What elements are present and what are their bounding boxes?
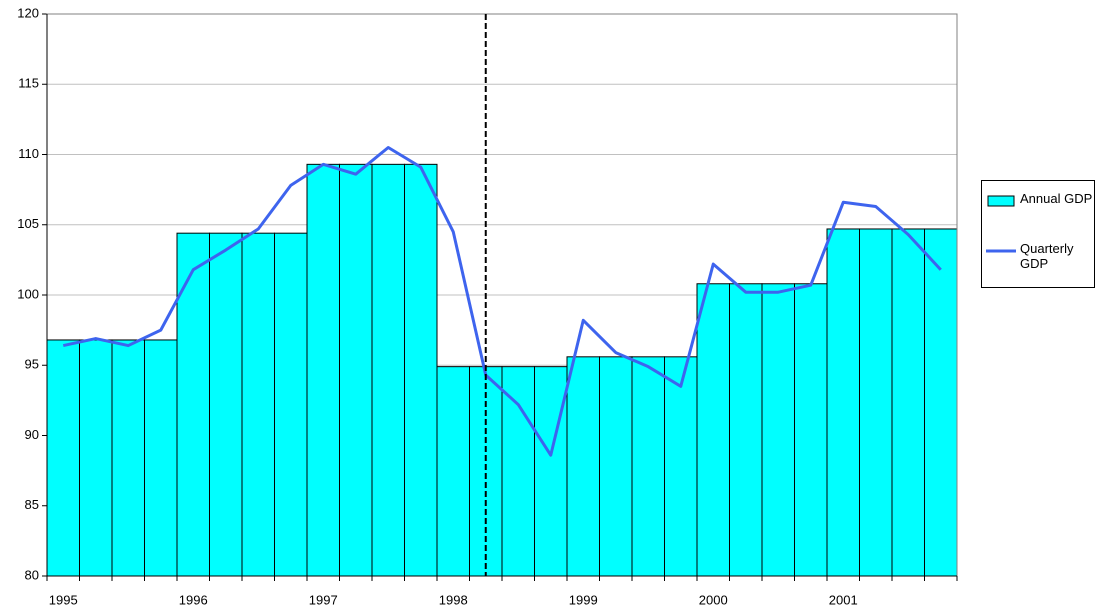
bar (371, 163, 405, 577)
y-tick-label: 95 (25, 357, 39, 372)
bar (826, 228, 860, 577)
y-tick-label: 100 (17, 286, 39, 301)
x-tick-label: 1999 (569, 592, 598, 607)
legend-label: Annual GDP (1020, 191, 1093, 206)
bar (241, 232, 275, 577)
bar (111, 339, 145, 577)
bar (436, 366, 470, 577)
bar (599, 356, 633, 577)
bar (631, 356, 665, 577)
bar (729, 283, 763, 577)
bar (794, 283, 828, 577)
bar (501, 366, 535, 577)
y-tick-label: 120 (17, 5, 39, 20)
legend: Annual GDP Quarterly GDP (981, 180, 1095, 288)
legend-swatch-bar (987, 195, 1015, 207)
bar (859, 228, 893, 577)
bar (144, 339, 178, 577)
legend-swatch (986, 249, 1016, 253)
bar (306, 163, 340, 577)
y-tick-label: 115 (18, 76, 39, 91)
bar (696, 283, 730, 577)
line (62, 145, 942, 457)
y-tick-label: 105 (17, 216, 39, 231)
bar (274, 232, 308, 577)
x-tick-label: 1995 (49, 592, 78, 607)
x-tick-label: 1996 (179, 592, 208, 607)
bar (209, 232, 243, 577)
bar (924, 228, 958, 577)
legend-item: Quarterly GDP (986, 241, 1092, 281)
bar (534, 366, 568, 577)
bar (339, 163, 373, 577)
y-tick-label: 110 (18, 146, 39, 161)
legend-label: Quarterly GDP (1020, 241, 1074, 271)
bar (761, 283, 795, 577)
legend-item: Annual GDP (986, 191, 1092, 231)
bar (79, 339, 113, 577)
bar (46, 339, 80, 577)
legend-swatch (987, 195, 1015, 207)
y-tick-label: 80 (25, 567, 39, 582)
x-tick-label: 1998 (439, 592, 468, 607)
x-tick-label: 2000 (699, 592, 728, 607)
bar (404, 163, 438, 577)
bar (891, 228, 925, 577)
bar (176, 232, 210, 577)
y-tick-label: 85 (25, 497, 39, 512)
y-tick-label: 90 (25, 427, 39, 442)
x-tick-label: 2001 (829, 592, 858, 607)
bar (664, 356, 698, 577)
bar (469, 366, 503, 577)
x-tick-label: 1997 (309, 592, 338, 607)
bar (566, 356, 600, 577)
